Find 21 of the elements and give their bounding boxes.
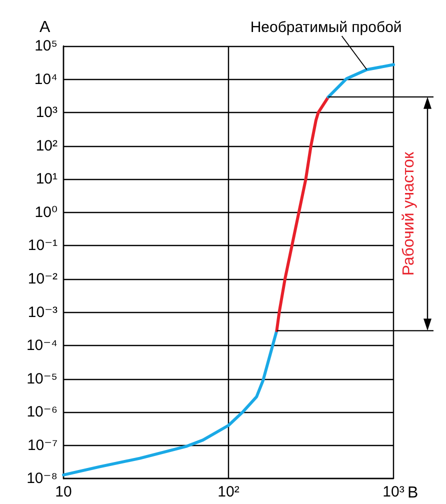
y-tick-label: 10⁵ bbox=[34, 38, 58, 54]
y-tick-label: 10¹ bbox=[36, 170, 58, 188]
y-tick-label: 10⁻⁵ bbox=[26, 370, 58, 388]
y-tick-label: 10⁰ bbox=[34, 204, 58, 221]
text: Рабочий участок bbox=[400, 150, 418, 276]
y-tick-label: 10³ bbox=[36, 104, 58, 122]
y-tick-label: 10⁻² bbox=[28, 270, 58, 288]
y-tick-label: 10⁴ bbox=[34, 70, 58, 88]
y-tick-label: 10⁻¹ bbox=[28, 237, 58, 254]
y-tick-label: 10² bbox=[36, 137, 58, 154]
y-tick-label: 10⁻⁷ bbox=[27, 436, 58, 454]
y-tick-label: 10⁻³ bbox=[28, 304, 58, 321]
x-tick-label: 10² bbox=[218, 484, 240, 501]
y-tick-label: 10⁻⁴ bbox=[26, 337, 58, 354]
x-tick-label: 10 bbox=[55, 484, 72, 501]
annotation: Необратимый пробой bbox=[250, 19, 402, 36]
x-axis-title: В bbox=[408, 484, 418, 502]
y-axis-title: А bbox=[40, 19, 50, 36]
x-tick-label: 10³ bbox=[382, 484, 404, 501]
y-tick-label: 10⁻⁸ bbox=[26, 470, 58, 488]
y-tick-label: 10⁻⁶ bbox=[26, 404, 58, 421]
